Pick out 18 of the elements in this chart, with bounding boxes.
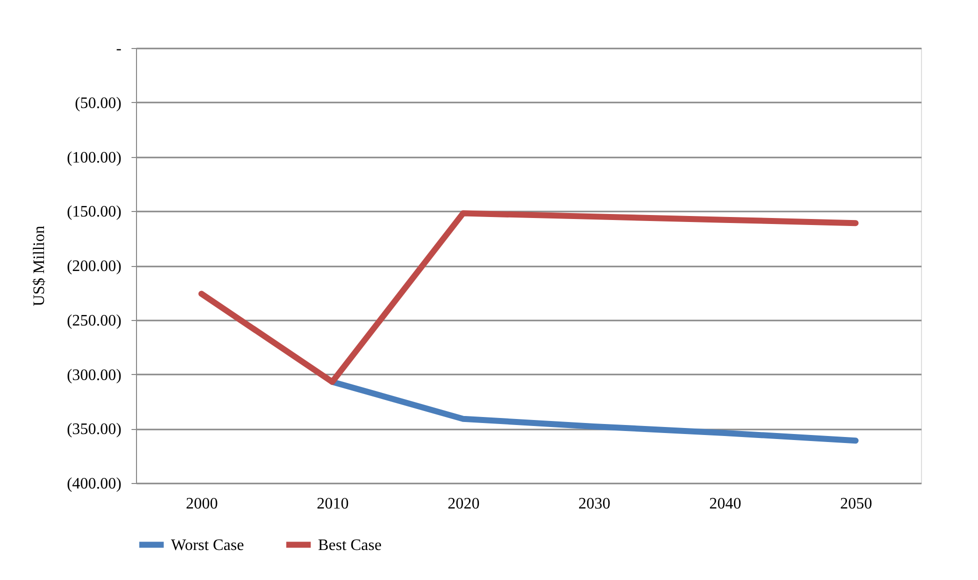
y-tick-label: - xyxy=(116,40,122,58)
legend-label: Best Case xyxy=(318,536,382,554)
y-tick-label: (150.00) xyxy=(66,204,122,221)
x-tick-label: 2050 xyxy=(840,496,872,512)
y-tick-label: (400.00) xyxy=(66,476,122,492)
x-tick-label: 2000 xyxy=(186,496,218,512)
legend-label: Worst Case xyxy=(171,536,244,554)
y-axis-title: US$ Million xyxy=(30,226,48,306)
y-tick-label: (200.00) xyxy=(66,258,122,275)
y-tick-label: (300.00) xyxy=(66,366,122,384)
y-tick-label: (50.00) xyxy=(74,94,122,112)
x-tick-label: 2010 xyxy=(316,496,349,512)
y-tick-label: (350.00) xyxy=(66,421,122,438)
x-tick-label: 2020 xyxy=(448,496,480,512)
y-tick-label: (250.00) xyxy=(66,312,122,330)
x-tick-label: 2030 xyxy=(578,496,610,512)
y-tick-label: (100.00) xyxy=(66,149,122,166)
x-tick-label: 2040 xyxy=(709,496,742,512)
